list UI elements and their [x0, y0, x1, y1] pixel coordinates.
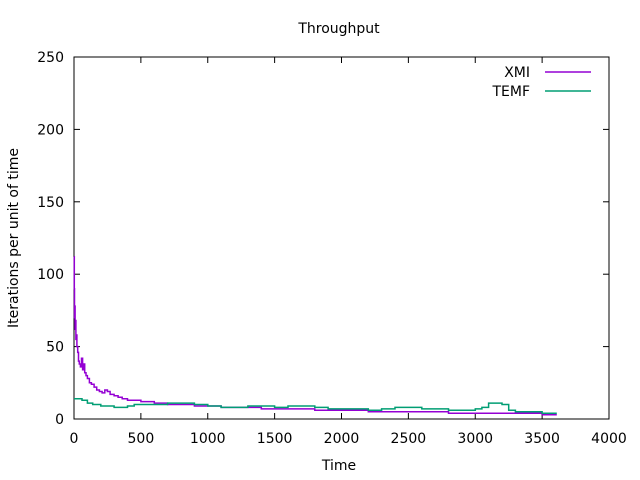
- legend-label-temf: TEMF: [491, 84, 530, 100]
- x-tick-label: 1500: [257, 431, 293, 447]
- x-tick-label: 3500: [524, 431, 560, 447]
- y-tick-label: 50: [46, 340, 64, 356]
- x-tick-label: 2000: [324, 431, 360, 447]
- legend: XMI TEMF: [491, 65, 591, 100]
- x-tick-label: 2500: [391, 431, 427, 447]
- series-line-xmi: [73, 256, 557, 416]
- chart-title: Throughput: [297, 21, 380, 37]
- series-layer: [73, 256, 557, 416]
- series-line-temf: [74, 397, 557, 414]
- y-tick-label: 100: [37, 267, 64, 283]
- x-axis: 0 500 1000 1500 2000 2500 3000 3500 4000: [70, 57, 627, 447]
- y-axis-label: Iterations per unit of time: [6, 148, 22, 328]
- x-tick-label: 3000: [457, 431, 493, 447]
- legend-label-xmi: XMI: [504, 65, 530, 81]
- x-axis-label: Time: [321, 458, 356, 474]
- x-tick-label: 4000: [591, 431, 627, 447]
- y-tick-label: 200: [37, 122, 64, 138]
- x-tick-label: 0: [70, 431, 79, 447]
- y-tick-label: 0: [55, 412, 64, 428]
- y-tick-label: 150: [37, 195, 64, 211]
- x-tick-label: 1000: [190, 431, 226, 447]
- x-tick-label: 500: [128, 431, 155, 447]
- y-tick-label: 250: [37, 50, 64, 66]
- y-axis: 0 50 100 150 200 250: [37, 50, 609, 428]
